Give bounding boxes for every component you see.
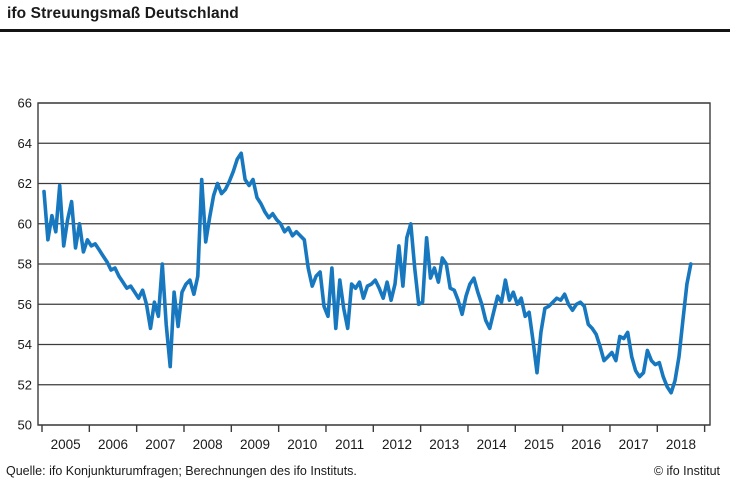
- x-tick-label: 2017: [619, 437, 649, 452]
- x-tick-label: 2012: [382, 437, 412, 452]
- copyright-note: © ifo Institut: [653, 464, 720, 478]
- y-tick-label: 52: [18, 377, 32, 392]
- y-tick-label: 64: [18, 136, 32, 151]
- x-tick-label: 2016: [571, 437, 601, 452]
- x-tick-label: 2010: [287, 437, 317, 452]
- x-tick-label: 2006: [98, 437, 128, 452]
- x-tick-label: 2009: [240, 437, 270, 452]
- x-tick-label: 2014: [477, 437, 508, 452]
- title-rule: [0, 29, 730, 32]
- series-line: [42, 151, 693, 395]
- y-tick-label: 50: [18, 418, 32, 433]
- x-tick-label: 2005: [51, 437, 81, 452]
- x-tick-label: 2018: [666, 437, 696, 452]
- y-tick-label: 56: [18, 297, 32, 312]
- source-note: Quelle: ifo Konjunkturumfragen; Berechnu…: [6, 464, 357, 478]
- x-tick-label: 2008: [193, 437, 223, 452]
- y-tick-label: 54: [18, 337, 32, 352]
- y-tick-label: 58: [18, 257, 32, 272]
- x-tick-label: 2013: [429, 437, 459, 452]
- y-tick-label: 66: [18, 96, 32, 111]
- x-tick-label: 2007: [145, 437, 175, 452]
- y-tick-label: 60: [18, 216, 32, 231]
- y-tick-label: 62: [18, 176, 32, 191]
- x-tick-label: 2015: [524, 437, 554, 452]
- page-title: ifo Streuungsmaß Deutschland: [7, 5, 239, 22]
- x-tick-label: 2011: [335, 437, 364, 452]
